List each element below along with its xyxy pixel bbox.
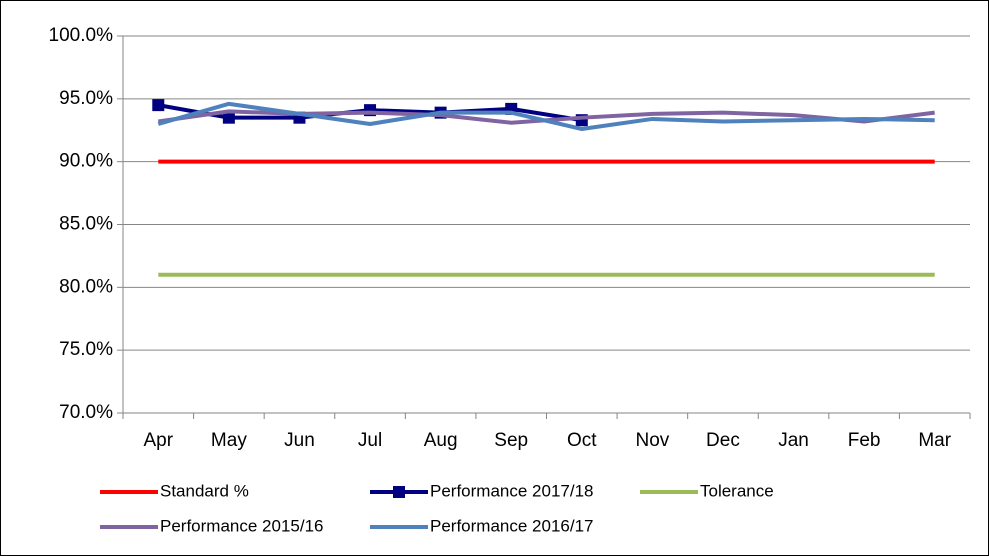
legend-label: Standard %: [160, 481, 249, 500]
x-tick-label: Apr: [144, 430, 174, 451]
y-tick-label: 80.0%: [59, 276, 113, 297]
x-tick-label: Jan: [778, 430, 809, 451]
y-tick-label: 95.0%: [59, 88, 113, 109]
y-tick-label: 75.0%: [59, 339, 113, 360]
x-tick-label: Nov: [635, 430, 669, 451]
y-tick-label: 85.0%: [59, 214, 113, 235]
y-tick-label: 90.0%: [59, 151, 113, 172]
x-tick-label: Dec: [706, 430, 740, 451]
x-tick-label: Mar: [918, 430, 951, 451]
x-tick-label: Jul: [358, 430, 382, 451]
legend-label: Tolerance: [700, 481, 774, 500]
legend-label: Performance 2017/18: [430, 481, 594, 500]
x-tick-label: Aug: [424, 430, 458, 451]
y-tick-label: 70.0%: [59, 402, 113, 423]
legend-marker: [393, 486, 405, 498]
x-tick-label: May: [211, 430, 247, 451]
legend-label: Performance 2016/17: [430, 516, 594, 535]
legend-label: Performance 2015/16: [160, 516, 324, 535]
x-tick-label: Jun: [284, 430, 315, 451]
x-tick-label: Sep: [494, 430, 528, 451]
series-marker: [152, 99, 165, 112]
series-line: [157, 101, 935, 131]
x-tick-label: Feb: [848, 430, 881, 451]
series-marker: [222, 111, 235, 124]
x-tick-label: Oct: [567, 430, 597, 451]
y-tick-label: 100.0%: [49, 25, 114, 46]
